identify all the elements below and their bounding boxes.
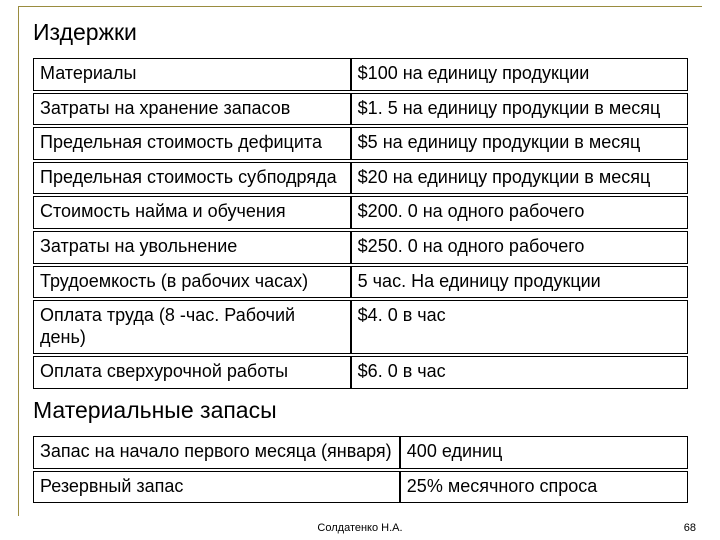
cost-label: Предельная стоимость субподряда <box>33 162 351 195</box>
cost-label: Стоимость найма и обучения <box>33 196 351 229</box>
cost-value: $1. 5 на единицу продукции в месяц <box>351 93 688 126</box>
inv-value: 400 единиц <box>400 436 688 469</box>
cost-value: $100 на единицу продукции <box>351 58 688 91</box>
table-row: Запас на начало первого месяца (января)4… <box>33 436 688 469</box>
costs-table: Материалы$100 на единицу продукции Затра… <box>33 56 688 391</box>
table-row: Трудоемкость (в рабочих часах)5 час. На … <box>33 266 688 299</box>
table-row: Оплата сверхурочной работы$6. 0 в час <box>33 356 688 389</box>
footer-author: Солдатенко Н.А. <box>0 522 720 534</box>
inv-label: Запас на начало первого месяца (января) <box>33 436 400 469</box>
inv-label: Резервный запас <box>33 471 400 504</box>
table-row: Затраты на хранение запасов$1. 5 на един… <box>33 93 688 126</box>
cost-label: Затраты на хранение запасов <box>33 93 351 126</box>
cost-label: Оплата сверхурочной работы <box>33 356 351 389</box>
cost-value: $250. 0 на одного рабочего <box>351 231 688 264</box>
cost-value: 5 час. На единицу продукции <box>351 266 688 299</box>
cost-label: Оплата труда (8 -час. Рабочий день) <box>33 300 351 354</box>
inv-value: 25% месячного спроса <box>400 471 688 504</box>
table-row: Затраты на увольнение$250. 0 на одного р… <box>33 231 688 264</box>
footer-page-number: 68 <box>684 522 696 534</box>
cost-label: Предельная стоимость дефицита <box>33 127 351 160</box>
table-row: Предельная стоимость субподряда$20 на ед… <box>33 162 688 195</box>
table-row: Стоимость найма и обучения$200. 0 на одн… <box>33 196 688 229</box>
cost-value: $6. 0 в час <box>351 356 688 389</box>
cost-value: $20 на единицу продукции в месяц <box>351 162 688 195</box>
table-row: Оплата труда (8 -час. Рабочий день)$4. 0… <box>33 300 688 354</box>
section-heading-costs: Издержки <box>33 19 688 46</box>
cost-value: $4. 0 в час <box>351 300 688 354</box>
cost-value: $5 на единицу продукции в месяц <box>351 127 688 160</box>
page-frame: Издержки Материалы$100 на единицу продук… <box>18 6 702 516</box>
table-row: Резервный запас25% месячного спроса <box>33 471 688 504</box>
table-row: Предельная стоимость дефицита$5 на едини… <box>33 127 688 160</box>
table-row: Материалы$100 на единицу продукции <box>33 58 688 91</box>
inventory-table: Запас на начало первого месяца (января)4… <box>33 434 688 505</box>
section-heading-inventory: Материальные запасы <box>33 397 688 424</box>
cost-label: Трудоемкость (в рабочих часах) <box>33 266 351 299</box>
cost-label: Затраты на увольнение <box>33 231 351 264</box>
cost-label: Материалы <box>33 58 351 91</box>
cost-value: $200. 0 на одного рабочего <box>351 196 688 229</box>
